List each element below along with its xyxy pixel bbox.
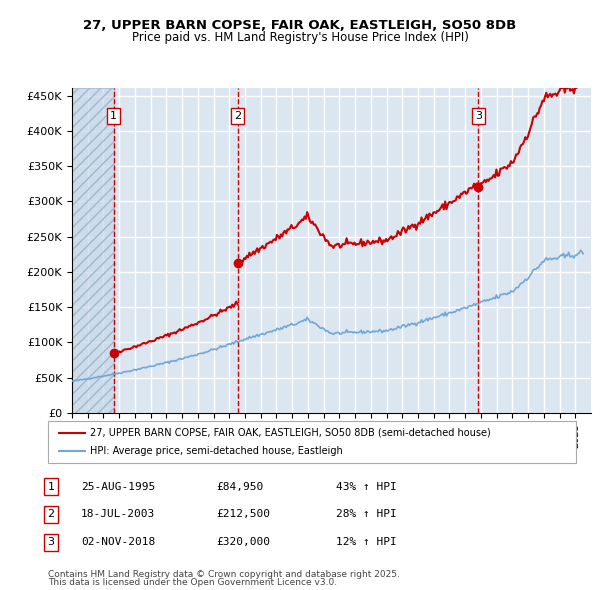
Text: 2: 2 [47, 510, 55, 519]
FancyBboxPatch shape [48, 421, 576, 463]
Text: Price paid vs. HM Land Registry's House Price Index (HPI): Price paid vs. HM Land Registry's House … [131, 31, 469, 44]
Text: This data is licensed under the Open Government Licence v3.0.: This data is licensed under the Open Gov… [48, 578, 337, 587]
Text: 18-JUL-2003: 18-JUL-2003 [81, 510, 155, 519]
Text: 12% ↑ HPI: 12% ↑ HPI [336, 537, 397, 547]
Text: 1: 1 [110, 111, 117, 121]
Text: 27, UPPER BARN COPSE, FAIR OAK, EASTLEIGH, SO50 8DB: 27, UPPER BARN COPSE, FAIR OAK, EASTLEIG… [83, 19, 517, 32]
Text: 3: 3 [47, 537, 55, 547]
Text: £320,000: £320,000 [216, 537, 270, 547]
Bar [72, 88, 113, 413]
Text: £212,500: £212,500 [216, 510, 270, 519]
Text: 02-NOV-2018: 02-NOV-2018 [81, 537, 155, 547]
Text: HPI: Average price, semi-detached house, Eastleigh: HPI: Average price, semi-detached house,… [90, 446, 343, 456]
Text: 27, UPPER BARN COPSE, FAIR OAK, EASTLEIGH, SO50 8DB (semi-detached house): 27, UPPER BARN COPSE, FAIR OAK, EASTLEIG… [90, 428, 491, 438]
Text: £84,950: £84,950 [216, 482, 263, 491]
Text: 28% ↑ HPI: 28% ↑ HPI [336, 510, 397, 519]
Bar [72, 88, 113, 413]
Text: 1: 1 [47, 482, 55, 491]
Text: 2: 2 [234, 111, 241, 121]
Text: 3: 3 [475, 111, 482, 121]
Text: 25-AUG-1995: 25-AUG-1995 [81, 482, 155, 491]
Text: 43% ↑ HPI: 43% ↑ HPI [336, 482, 397, 491]
Text: Contains HM Land Registry data © Crown copyright and database right 2025.: Contains HM Land Registry data © Crown c… [48, 571, 400, 579]
